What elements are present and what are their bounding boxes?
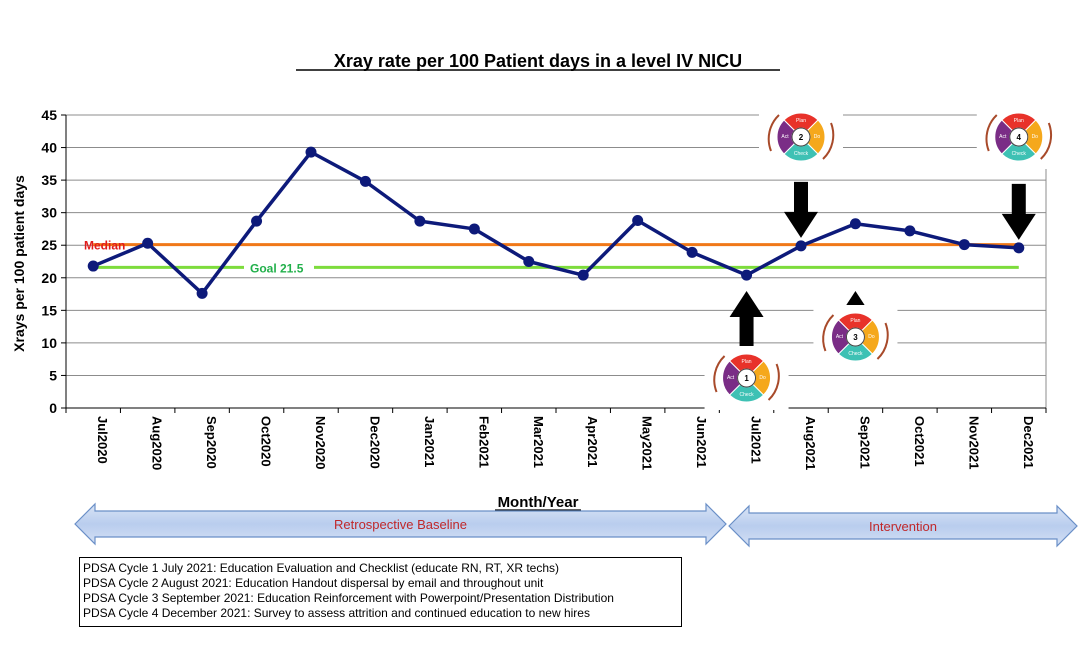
- pdsa-wheel-3-number: 3: [853, 333, 858, 342]
- pdsa-wheel-3-cycle-arc-left: [822, 314, 835, 352]
- x-axis-label: Month/Year: [498, 494, 579, 511]
- y-tick-label: 35: [41, 172, 57, 188]
- chart-title: Xray rate per 100 Patient days in a leve…: [334, 51, 742, 71]
- x-tick-label: Dec2021: [1021, 416, 1036, 469]
- pdsa-wheel-2-label: Act: [781, 134, 789, 140]
- data-series-line: [92, 150, 1019, 296]
- y-tick-label: 0: [49, 400, 57, 416]
- pdsa-note-4: PDSA Cycle 4 December 2021: Survey to as…: [83, 606, 590, 620]
- pdsa-wheel-2-label: Plan: [796, 118, 806, 124]
- pdsa-wheel-1-cycle-arc-right: [767, 363, 780, 401]
- pdsa-wheel-1-label: Plan: [742, 359, 752, 365]
- pdsa-2-arrow: [784, 181, 818, 238]
- data-point: [196, 287, 208, 299]
- x-tick-label: Oct2020: [259, 416, 274, 467]
- x-tick-label: Apr2021: [585, 416, 600, 467]
- y-tick-label: 20: [41, 270, 57, 286]
- data-point: [305, 146, 317, 158]
- x-tick-label: Dec2020: [367, 416, 382, 469]
- y-tick-label: 15: [41, 302, 57, 318]
- x-tick-label: Jul2020: [95, 416, 110, 464]
- pdsa-note-3: PDSA Cycle 3 September 2021: Education R…: [83, 591, 614, 605]
- pdsa-wheel-3-hub: [845, 327, 865, 347]
- x-tick-label: Feb2021: [476, 416, 491, 468]
- x-tick-label: Nov2020: [313, 416, 328, 469]
- goal-label: Goal 21.5: [250, 261, 304, 275]
- pdsa-wheel-3-label: Act: [836, 334, 844, 340]
- data-point: [741, 269, 753, 281]
- data-point: [795, 240, 807, 252]
- data-point: [251, 215, 263, 227]
- phase-baseline-arrow-label: Retrospective Baseline: [334, 517, 467, 532]
- y-tick-label: 45: [41, 107, 57, 123]
- phase-baseline-arrow: [74, 502, 727, 546]
- pdsa-wheel-4-label: Do: [1032, 134, 1039, 140]
- pdsa-notes-box: PDSA Cycle 1 July 2021: Education Evalua…: [79, 557, 682, 627]
- pdsa-wheel-4-cycle-arc-right: [1040, 122, 1053, 160]
- pdsa-wheel-2-cycle-arc-left: [767, 114, 780, 152]
- data-point: [523, 256, 535, 267]
- pdsa-note-1: PDSA Cycle 1 July 2021: Education Evalua…: [83, 561, 560, 575]
- data-point: [577, 269, 589, 281]
- median-label: Median: [84, 239, 125, 253]
- pdsa-note-2: PDSA Cycle 2 August 2021: Education Hand…: [83, 576, 544, 590]
- y-axis-label: Xrays per 100 patient days: [11, 175, 27, 352]
- x-tick-label: Jul2021: [749, 416, 764, 464]
- pdsa-wheel-4-hub: [1009, 127, 1029, 147]
- pdsa-wheel-3-label: Check: [848, 351, 863, 357]
- pdsa-1-arrow: [729, 291, 764, 348]
- pdsa-wheel-1-hub: [737, 368, 757, 388]
- data-point: [414, 215, 426, 227]
- pdsa-wheel-1-cycle-arc-left: [713, 355, 726, 393]
- x-tick-label: Mar2021: [531, 416, 546, 468]
- pdsa-wheel-3-label: Plan: [850, 318, 860, 324]
- pdsa-wheel-4-label: Check: [1012, 151, 1027, 157]
- pdsa-wheel-4-number: 4: [1017, 133, 1022, 142]
- x-tick-label: Jan2021: [422, 416, 437, 467]
- pdsa-wheel-3-cycle-arc-right: [876, 322, 889, 360]
- pdsa-4-arrow: [1001, 183, 1036, 240]
- x-tick-label: Aug2020: [150, 416, 165, 470]
- pdsa-wheel-2-number: 2: [799, 133, 804, 142]
- pdsa-wheel-1-number: 1: [744, 374, 749, 383]
- pdsa-wheel-2-cycle-arc-right: [822, 122, 835, 160]
- data-point: [686, 246, 698, 258]
- x-tick-label: Sep2020: [204, 416, 219, 469]
- goal-label-bg: [244, 259, 314, 276]
- pdsa-wheel-2-label: Check: [794, 151, 809, 157]
- pdsa-wheel-4-label: Plan: [1014, 118, 1024, 124]
- pdsa-wheel-1-label: Check: [739, 392, 754, 398]
- pdsa-wheel-4-label: Act: [999, 134, 1007, 140]
- phase-intervention-arrow-label: Intervention: [869, 519, 937, 534]
- y-tick-label: 10: [41, 335, 57, 351]
- data-point: [1013, 242, 1025, 254]
- pdsa-wheel-1-label: Act: [727, 375, 735, 381]
- pdsa-wheel-1-label: Do: [759, 375, 766, 381]
- y-tick-label: 5: [49, 367, 57, 383]
- pdsa-wheel-2-hub: [791, 127, 811, 147]
- x-tick-label: Oct2021: [912, 416, 927, 467]
- data-point: [958, 239, 970, 251]
- x-tick-label: Aug2021: [803, 416, 818, 470]
- data-point: [468, 223, 480, 235]
- pdsa-wheel-4-cycle-arc-left: [985, 114, 998, 152]
- x-tick-label: Nov2021: [966, 416, 981, 469]
- data-point: [142, 237, 154, 249]
- data-point: [359, 175, 371, 187]
- y-tick-label: 30: [41, 205, 57, 221]
- pdsa-wheel-3-label: Do: [868, 334, 875, 340]
- y-tick-label: 25: [41, 237, 57, 253]
- x-tick-label: May2021: [640, 416, 655, 470]
- x-tick-label: Jun2021: [694, 416, 709, 468]
- phase-intervention-arrow: [728, 504, 1078, 548]
- x-tick-label: Sep2021: [857, 416, 872, 469]
- data-point: [904, 225, 916, 237]
- data-point: [632, 214, 644, 226]
- pdsa-wheel-2-label: Do: [814, 134, 821, 140]
- data-point: [849, 218, 861, 230]
- data-point: [87, 260, 99, 272]
- y-tick-label: 40: [41, 140, 57, 156]
